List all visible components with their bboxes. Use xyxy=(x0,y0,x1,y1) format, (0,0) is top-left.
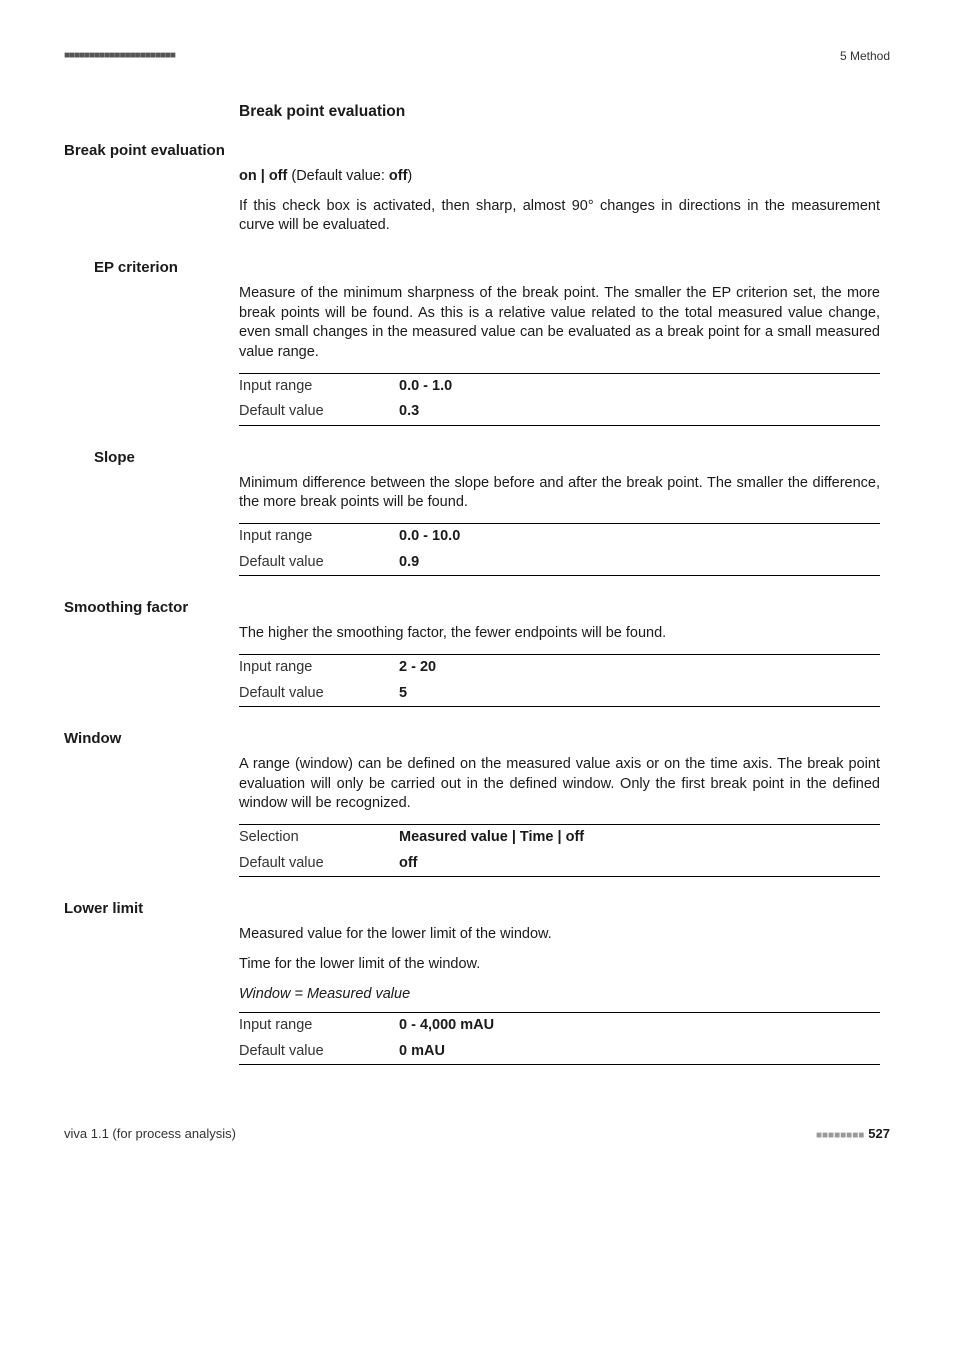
table-row: Input range0.0 - 10.0 xyxy=(239,524,880,550)
section-title: Break point evaluation xyxy=(239,102,890,123)
table-row: Input range0 - 4,000 mAU xyxy=(239,1013,880,1039)
spec-table: Input range0 - 4,000 mAU Default value0 … xyxy=(239,1012,880,1065)
param-window: Window A range (window) can be defined o… xyxy=(64,729,890,877)
spec-table: Input range0.0 - 10.0 Default value0.9 xyxy=(239,523,880,576)
table-row: Default value0 mAU xyxy=(239,1039,880,1065)
spec-table: Input range2 - 20 Default value5 xyxy=(239,654,880,707)
footer-page: ■■■■■■■■527 xyxy=(816,1125,890,1143)
table-row: SelectionMeasured value | Time | off xyxy=(239,825,880,851)
table-row: Default valueoff xyxy=(239,851,880,877)
spec-table: SelectionMeasured value | Time | off Def… xyxy=(239,824,880,877)
table-row: Input range2 - 20 xyxy=(239,654,880,680)
table-row: Input range0.0 - 1.0 xyxy=(239,373,880,399)
param-label: Window xyxy=(64,729,890,749)
param-smoothing-factor: Smoothing factor The higher the smoothin… xyxy=(64,598,890,707)
param-label: Smoothing factor xyxy=(64,598,890,618)
param-label: Lower limit xyxy=(64,899,890,919)
param-description: Minimum difference between the slope bef… xyxy=(239,474,880,513)
table-row: Default value0.3 xyxy=(239,399,880,425)
param-description: Measure of the minimum sharpness of the … xyxy=(239,284,880,362)
param-label: Slope xyxy=(94,448,890,468)
table-row: Default value0.9 xyxy=(239,550,880,576)
header-dots: ■■■■■■■■■■■■■■■■■■■■■■ xyxy=(64,49,175,63)
param-subhead: Window = Measured value xyxy=(239,985,880,1005)
header-chapter: 5 Method xyxy=(840,48,890,64)
param-break-point-evaluation: Break point evaluation on | off (Default… xyxy=(64,141,890,236)
footer-dots: ■■■■■■■■ xyxy=(816,1130,864,1141)
page-footer: viva 1.1 (for process analysis) ■■■■■■■■… xyxy=(64,1125,890,1143)
param-slope: Slope Minimum difference between the slo… xyxy=(64,448,890,577)
param-description: A range (window) can be defined on the m… xyxy=(239,755,880,814)
param-label: Break point evaluation xyxy=(64,141,890,161)
spec-table: Input range0.0 - 1.0 Default value0.3 xyxy=(239,373,880,426)
param-lower-limit: Lower limit Measured value for the lower… xyxy=(64,899,890,1065)
param-options: on | off (Default value: off) xyxy=(239,167,880,187)
param-description: Measured value for the lower limit of th… xyxy=(239,925,880,945)
param-description: The higher the smoothing factor, the few… xyxy=(239,624,880,644)
page-header: ■■■■■■■■■■■■■■■■■■■■■■ 5 Method xyxy=(64,48,890,64)
param-ep-criterion: EP criterion Measure of the minimum shar… xyxy=(64,258,890,426)
param-label: EP criterion xyxy=(94,258,890,278)
param-description: Time for the lower limit of the window. xyxy=(239,955,880,975)
param-description: If this check box is activated, then sha… xyxy=(239,197,880,236)
footer-product: viva 1.1 (for process analysis) xyxy=(64,1125,236,1143)
table-row: Default value5 xyxy=(239,681,880,707)
